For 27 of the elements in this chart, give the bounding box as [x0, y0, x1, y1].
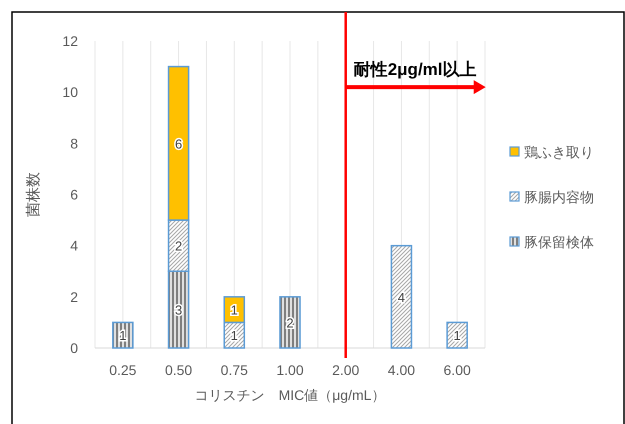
data-label: 2	[286, 315, 294, 330]
y-tick-label: 2	[70, 288, 78, 305]
data-label: 2	[174, 238, 182, 254]
x-tick-label: 0.25	[109, 362, 137, 378]
y-tick-label: 12	[62, 33, 78, 49]
legend-label: 鶏ふき取り	[524, 144, 594, 160]
ref-line-label: 耐性2μg/ml以上	[354, 60, 477, 80]
x-tick-label: 0.50	[164, 362, 192, 378]
x-tick-label: 4.00	[388, 362, 416, 378]
legend-label: 豚保留検体	[524, 234, 594, 250]
legend-label: 豚腸内容物	[524, 189, 594, 205]
data-label: 1	[454, 328, 461, 344]
x-axis-title: コリスチン MIC値（μg/mL）	[194, 387, 386, 403]
data-label: 1	[230, 328, 238, 344]
data-label: 1	[230, 302, 238, 318]
y-tick-label: 6	[70, 186, 78, 202]
x-tick-label: 6.00	[444, 362, 471, 378]
y-tick-label: 0	[70, 340, 78, 356]
data-label: 4	[398, 290, 406, 305]
x-tick-label: 1.00	[276, 362, 304, 378]
x-tick-label: 2.00	[332, 362, 360, 378]
y-tick-label: 10	[62, 84, 78, 100]
y-tick-label: 4	[70, 238, 78, 254]
y-tick-label: 8	[70, 135, 78, 152]
data-label: 6	[174, 136, 182, 152]
x-tick-label: 0.75	[220, 362, 248, 378]
y-axis-title: 菌株数	[25, 172, 42, 217]
